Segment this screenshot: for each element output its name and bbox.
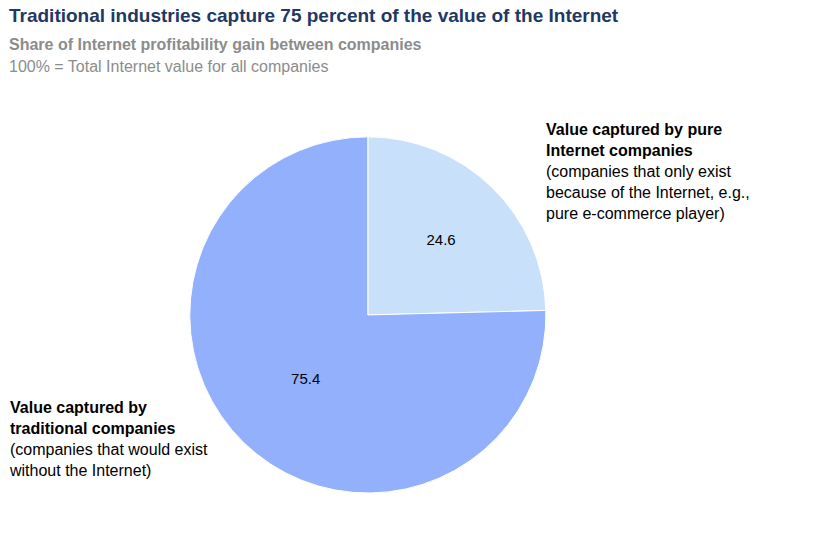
svg-text:75.4: 75.4 <box>291 370 320 387</box>
svg-text:24.6: 24.6 <box>426 231 455 248</box>
html-text:Traditional industries capture: Traditional industries capture 75 percen… <box>9 5 619 26</box>
html-text:Value captured by pure Interne: Value captured by pure Internet companie… <box>546 121 723 159</box>
html-text:(companies that would exist wi: (companies that would exist without the … <box>10 441 208 479</box>
html-text:100% = Total Internet value fo: 100% = Total Internet value for all comp… <box>9 58 329 75</box>
html-text:Share of Internet profitabilit: Share of Internet profitability gain bet… <box>9 36 422 53</box>
html-text:(companies that only exist bec: (companies that only exist because of th… <box>546 163 750 222</box>
html-text:Value captured by traditional: Value captured by traditional companies <box>10 399 176 437</box>
